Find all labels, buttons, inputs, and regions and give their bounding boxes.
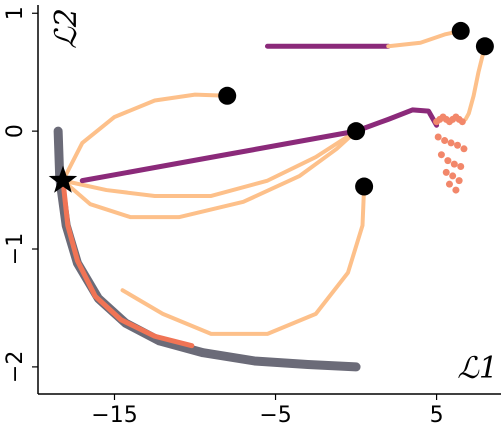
y-axis-label: ℒ2 bbox=[49, 8, 84, 49]
endpoint-marker bbox=[347, 122, 366, 141]
scatter-point bbox=[445, 180, 453, 188]
x-tick-label: −5 bbox=[259, 403, 291, 428]
trajectory bbox=[120, 184, 367, 336]
x-axis-label: ℒ1 bbox=[457, 351, 498, 386]
scatter-point bbox=[444, 157, 452, 165]
endpoint-marker bbox=[451, 21, 470, 40]
trajectory bbox=[60, 129, 359, 220]
scatter-point bbox=[457, 162, 465, 170]
scatter-point bbox=[455, 177, 463, 185]
scatter-point bbox=[458, 118, 466, 126]
scatter-point bbox=[441, 137, 449, 145]
x-tick-label: −15 bbox=[91, 403, 137, 428]
y-tick-label: 0 bbox=[3, 124, 28, 138]
y-tick-label: 1 bbox=[3, 6, 28, 20]
scatter-point bbox=[434, 133, 442, 141]
trajectory bbox=[60, 178, 195, 349]
scatter-point bbox=[442, 168, 450, 176]
start-star bbox=[48, 165, 78, 193]
x-tick-label: 5 bbox=[430, 403, 444, 428]
endpoint-marker bbox=[355, 177, 374, 196]
trajectory bbox=[386, 28, 463, 49]
scatter-point bbox=[452, 186, 460, 194]
scatter-point bbox=[449, 172, 457, 180]
endpoint-marker bbox=[475, 37, 494, 56]
endpoint-marker bbox=[218, 86, 237, 105]
trajectory bbox=[60, 92, 230, 183]
trajectory bbox=[463, 44, 487, 122]
scatter-point bbox=[450, 160, 458, 168]
scatter-point bbox=[454, 141, 462, 149]
scatter-point bbox=[447, 139, 455, 147]
y-tick-label: −2 bbox=[3, 351, 28, 383]
scatter-point bbox=[437, 151, 445, 159]
y-tick-label: −1 bbox=[3, 233, 28, 265]
scatter-point bbox=[460, 145, 468, 153]
trajectory bbox=[60, 129, 359, 198]
trajectory bbox=[79, 107, 440, 184]
